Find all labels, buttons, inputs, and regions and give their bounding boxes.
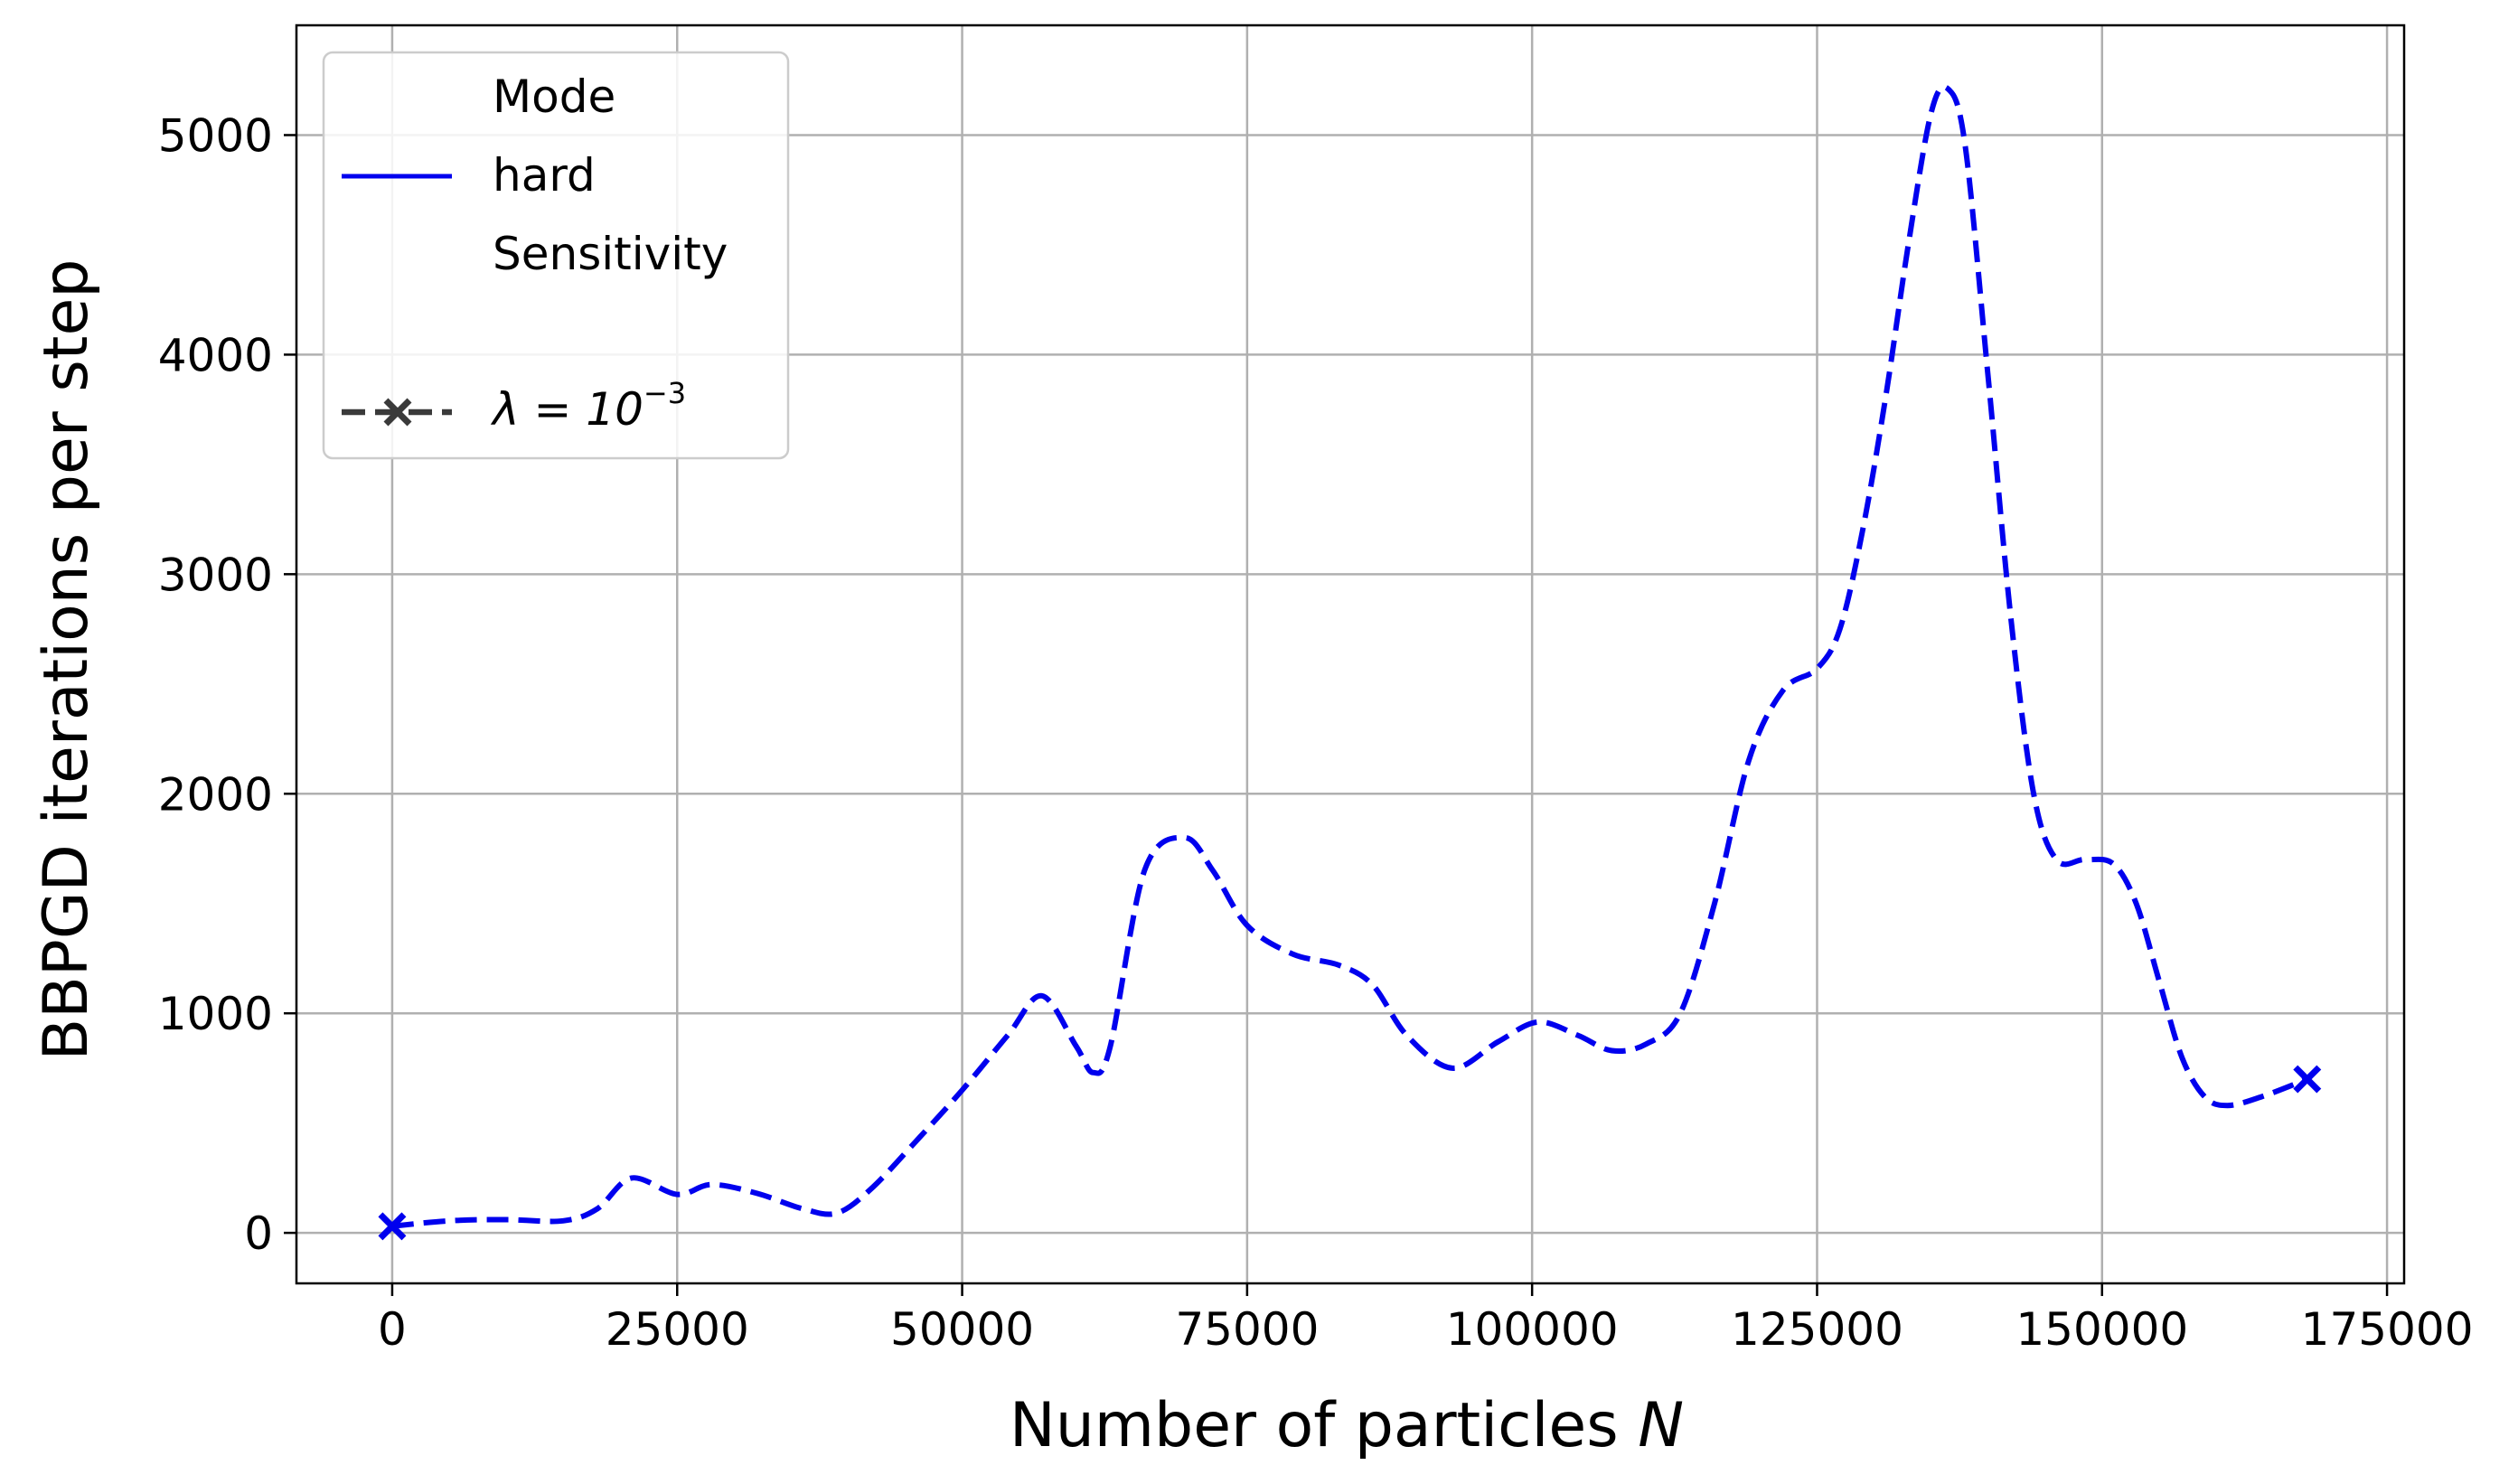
legend-box [322, 51, 790, 460]
x-tick-label: 100000 [1446, 1303, 1619, 1356]
series-x-marker [378, 1212, 407, 1241]
x-tick-label: 175000 [2301, 1303, 2474, 1356]
series-layer [378, 84, 2322, 1241]
y-tick-label: 2000 [158, 768, 273, 821]
y-tick-label: 3000 [158, 549, 273, 601]
legend-mode-entry: hard [493, 149, 596, 202]
legend-x-marker [383, 398, 412, 427]
y-tick-label: 4000 [158, 329, 273, 381]
series-x-marker-stroke [378, 1212, 407, 1241]
plot-frame [295, 23, 2406, 1285]
legend-sensitivity-title: Sensitivity [493, 228, 728, 280]
x-tick-label: 50000 [890, 1303, 1034, 1356]
y-tick-label: 1000 [158, 988, 273, 1040]
x-axis-label: Number of particles N [1010, 1390, 1684, 1461]
series-x-marker [2293, 1065, 2322, 1094]
y-tick-label: 5000 [158, 109, 273, 162]
x-axis-ticks: 0 25000 50000 75000 100000 125000 150000 175000 [378, 1283, 2474, 1356]
legend-sensitivity-entry: λ = 10−3 [490, 376, 686, 436]
legend-mode-title: Mode [493, 70, 615, 123]
y-tick-label: 0 [244, 1207, 273, 1260]
x-tick-label: 0 [378, 1303, 407, 1356]
series-line-hard [391, 84, 2308, 1229]
series-x-marker-stroke [2293, 1065, 2322, 1094]
legend: Mode hard Sensitivity λ = 10−3 [322, 51, 790, 460]
x-tick-label: 75000 [1175, 1303, 1319, 1356]
x-tick-label: 150000 [2015, 1303, 2188, 1356]
y-axis-label: BBPGD iterations per step [31, 259, 102, 1061]
y-axis-ticks: 0 1000 2000 3000 4000 5000 [158, 109, 296, 1260]
x-tick-label: 25000 [606, 1303, 749, 1356]
x-tick-label: 125000 [1731, 1303, 1903, 1356]
